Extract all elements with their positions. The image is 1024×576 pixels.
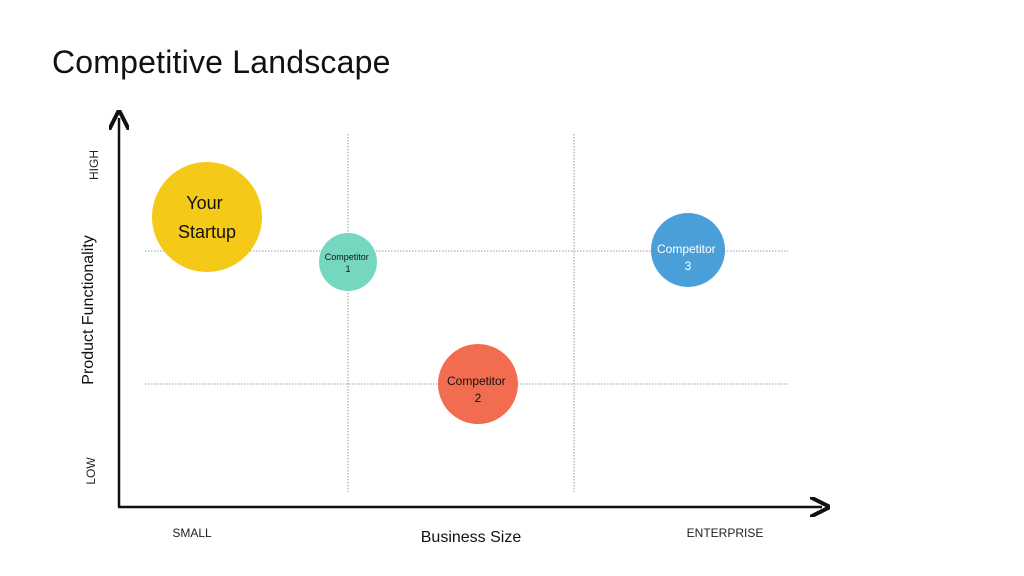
bubble-competitor-1: Competitor 1 bbox=[319, 233, 377, 291]
page-title: Competitive Landscape bbox=[52, 44, 391, 80]
bubble-competitor-2-line2: 2 bbox=[475, 391, 482, 405]
bubble-competitor-3-line2: 3 bbox=[685, 259, 692, 273]
bubble-your-startup-line2: Startup bbox=[178, 222, 236, 242]
bubble-competitor-3: Competitor 3 bbox=[651, 213, 725, 287]
bubble-your-startup: Your Startup bbox=[152, 162, 262, 272]
y-axis-low-label: LOW bbox=[84, 457, 98, 485]
y-axis-title: Product Functionality bbox=[80, 235, 97, 384]
bubble-competitor-1-circle bbox=[319, 233, 377, 291]
svg-text:Competitor 3: Competitor 3 bbox=[657, 242, 719, 273]
svg-text:Your Startup: Your Startup bbox=[178, 193, 236, 242]
bubble-competitor-1-line2: 1 bbox=[345, 264, 350, 274]
bubble-competitor-2: Competitor 2 bbox=[438, 344, 518, 424]
bubble-competitor-2-circle bbox=[438, 344, 518, 424]
bubble-competitor-2-line1: Competitor bbox=[447, 374, 506, 388]
bubble-your-startup-circle bbox=[152, 162, 262, 272]
bubble-competitor-1-line1: Competitor bbox=[325, 252, 369, 262]
x-axis-high-label: ENTERPRISE bbox=[687, 526, 764, 540]
svg-text:Competitor 2: Competitor 2 bbox=[447, 374, 509, 405]
bubble-competitor-3-line1: Competitor bbox=[657, 242, 716, 256]
svg-text:Competitor 1: Competitor 1 bbox=[325, 252, 372, 274]
y-axis-high-label: HIGH bbox=[87, 150, 101, 180]
x-axis-title: Business Size bbox=[421, 529, 522, 546]
bubble-your-startup-line1: Your bbox=[186, 193, 222, 213]
x-axis-low-label: SMALL bbox=[172, 526, 212, 540]
bubble-competitor-3-circle bbox=[651, 213, 725, 287]
